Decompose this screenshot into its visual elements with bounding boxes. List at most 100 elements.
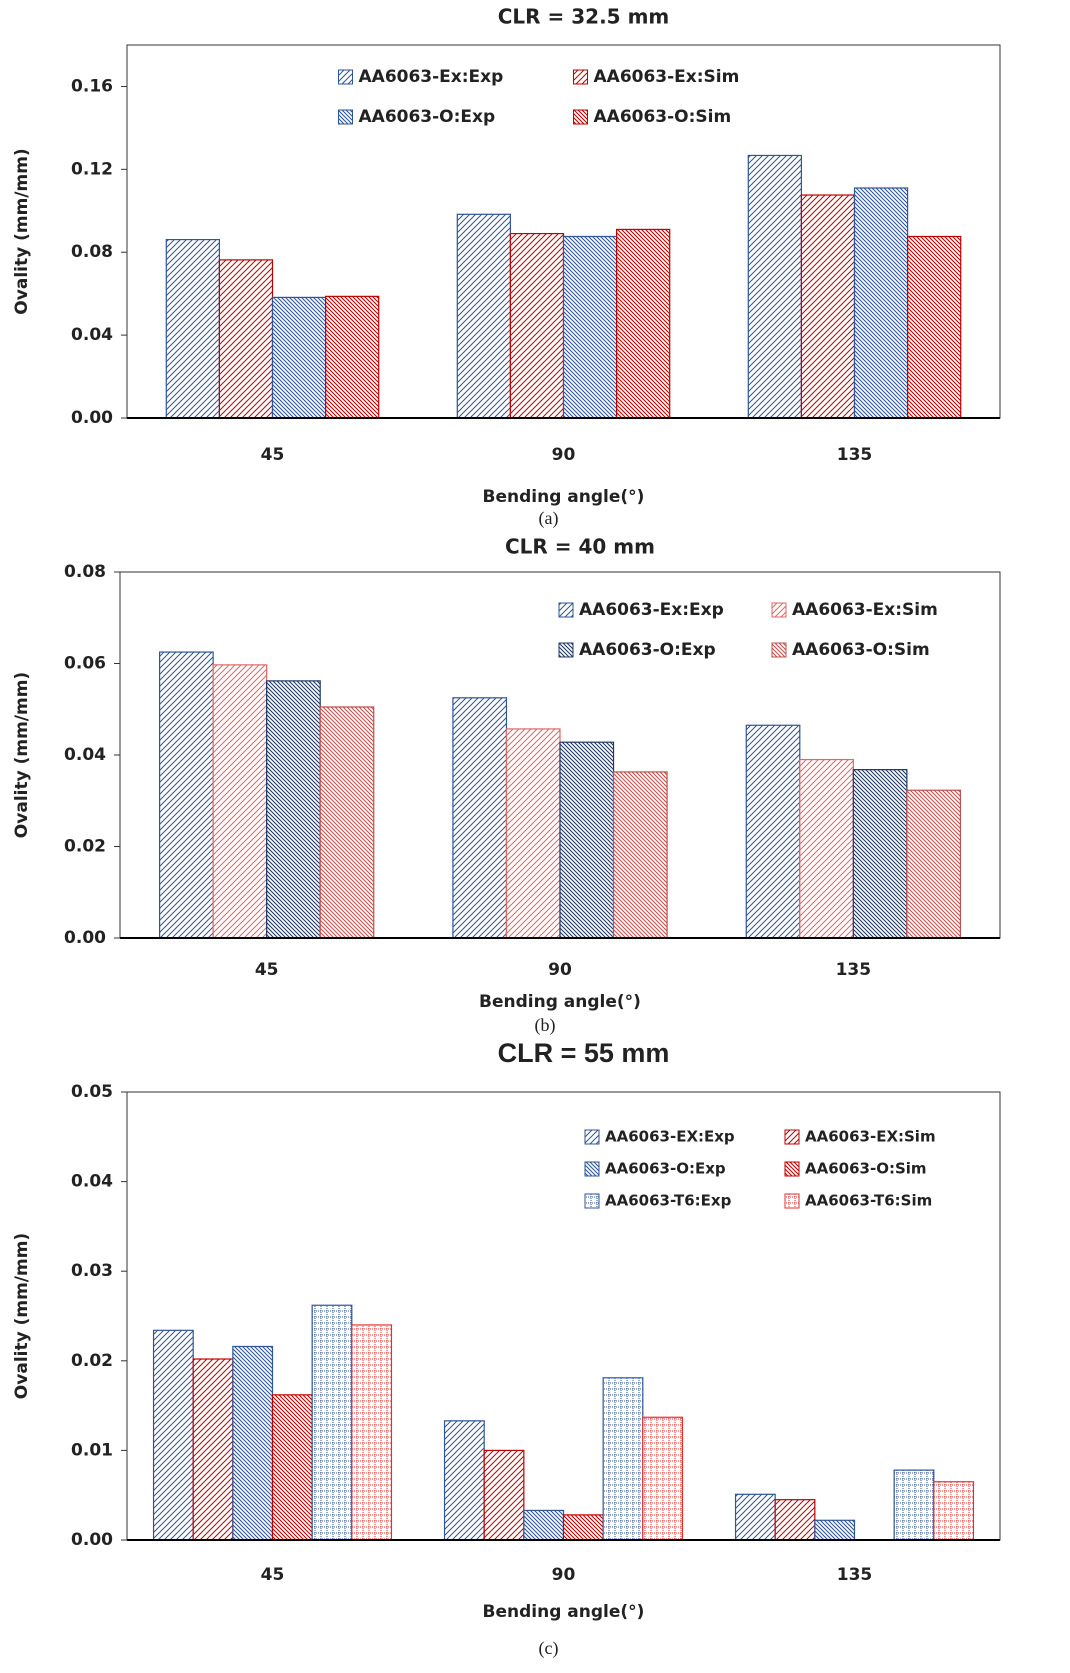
- legend-swatch: [784, 1161, 800, 1177]
- bar: [562, 235, 618, 419]
- bar: [165, 238, 220, 419]
- bar: [852, 769, 908, 939]
- bar: [271, 1394, 313, 1541]
- legend-label: AA6063-T6:Sim: [805, 1192, 932, 1210]
- bar: [509, 232, 565, 419]
- legend-swatch: [784, 1129, 800, 1145]
- legend-swatch: [771, 642, 787, 658]
- bar: [456, 213, 511, 419]
- y-tick-label: 0.00: [64, 928, 106, 948]
- bar: [443, 1420, 485, 1541]
- x-tick-label: 135: [836, 960, 872, 980]
- bar: [853, 187, 909, 419]
- legend-swatch: [338, 109, 353, 125]
- bar: [523, 1509, 565, 1541]
- bar: [212, 664, 268, 939]
- bar: [907, 235, 962, 419]
- legend-swatch: [573, 69, 588, 85]
- caption: (c): [539, 1638, 559, 1659]
- bar: [602, 1377, 644, 1541]
- bar: [505, 728, 561, 939]
- legend-label: AA6063-O:Sim: [594, 107, 732, 127]
- x-tick-label: 90: [552, 445, 576, 465]
- x-axis-title: Bending angle(°): [479, 992, 641, 1012]
- y-tick-label: 0.06: [64, 654, 106, 674]
- legend-label: AA6063-Ex:Exp: [359, 67, 504, 87]
- y-axis-title: Ovality (mm/mm): [12, 672, 32, 838]
- bar: [192, 1358, 234, 1541]
- y-tick-label: 0.12: [71, 159, 113, 179]
- y-tick-label: 0.04: [64, 745, 106, 765]
- bar: [311, 1304, 353, 1541]
- caption: (a): [539, 508, 559, 529]
- legend-label: AA6063-T6:Exp: [605, 1192, 732, 1210]
- legend-label: AA6063-O:Sim: [805, 1160, 927, 1178]
- bar: [612, 771, 668, 939]
- bar: [152, 1329, 194, 1541]
- y-tick-label: 0.04: [71, 325, 113, 345]
- legend-swatch: [584, 1129, 600, 1145]
- bar: [933, 1481, 975, 1541]
- bar: [483, 1449, 525, 1541]
- y-tick-label: 0.08: [64, 562, 106, 582]
- bar: [774, 1499, 816, 1541]
- y-axis-title: Ovality (mm/mm): [12, 1233, 32, 1399]
- legend-label: AA6063-O:Sim: [792, 640, 930, 660]
- legend-swatch: [784, 1193, 800, 1209]
- legend-label: AA6063-O:Exp: [579, 640, 716, 660]
- bar: [559, 741, 615, 939]
- caption: (b): [535, 1015, 556, 1036]
- legend-label: AA6063-EX:Exp: [605, 1128, 735, 1146]
- legend-swatch: [573, 109, 588, 125]
- bar: [893, 1469, 935, 1541]
- x-tick-label: 45: [261, 445, 285, 465]
- y-tick-label: 0.08: [71, 242, 113, 262]
- legend-swatch: [584, 1193, 600, 1209]
- bar: [800, 194, 856, 419]
- x-tick-label: 45: [261, 1565, 285, 1585]
- y-tick-label: 0.00: [71, 1530, 113, 1550]
- chart-title: CLR = 40 mm: [505, 535, 655, 559]
- x-axis-title: Bending angle(°): [483, 1602, 645, 1622]
- y-tick-label: 0.01: [71, 1440, 113, 1460]
- y-tick-label: 0.05: [71, 1082, 113, 1102]
- bar: [218, 259, 274, 419]
- bar: [642, 1416, 684, 1541]
- bar: [266, 680, 321, 939]
- y-axis-title: Ovality (mm/mm): [12, 148, 32, 314]
- bar: [616, 228, 671, 419]
- legend-label: AA6063-Ex:Sim: [594, 67, 740, 87]
- bar: [906, 789, 961, 939]
- legend-label: AA6063-EX:Sim: [805, 1128, 936, 1146]
- bar: [319, 706, 375, 939]
- y-tick-label: 0.04: [71, 1172, 113, 1192]
- legend-swatch: [771, 602, 787, 618]
- bar: [747, 154, 802, 419]
- y-tick-label: 0.03: [71, 1261, 113, 1281]
- bar: [325, 295, 380, 419]
- y-tick-label: 0.02: [71, 1351, 113, 1371]
- x-tick-label: 45: [255, 960, 279, 980]
- chart-title: CLR = 32.5 mm: [498, 5, 670, 29]
- x-tick-label: 135: [837, 1565, 873, 1585]
- x-tick-label: 90: [552, 1565, 576, 1585]
- bar: [734, 1493, 776, 1541]
- bar: [232, 1345, 274, 1541]
- y-tick-label: 0.02: [64, 837, 106, 857]
- legend-swatch: [558, 642, 574, 658]
- chart-title: CLR = 55 mm: [498, 1038, 670, 1068]
- bar: [562, 1514, 604, 1541]
- bar: [452, 697, 508, 939]
- legend-label: AA6063-Ex:Sim: [792, 600, 938, 620]
- x-tick-label: 135: [837, 445, 873, 465]
- legend-swatch: [558, 602, 574, 618]
- bar: [799, 758, 854, 939]
- legend-label: AA6063-O:Exp: [605, 1160, 726, 1178]
- bar: [745, 724, 801, 939]
- bar: [814, 1519, 856, 1541]
- legend-swatch: [338, 69, 353, 85]
- bar: [351, 1324, 393, 1541]
- legend-label: AA6063-Ex:Exp: [579, 600, 724, 620]
